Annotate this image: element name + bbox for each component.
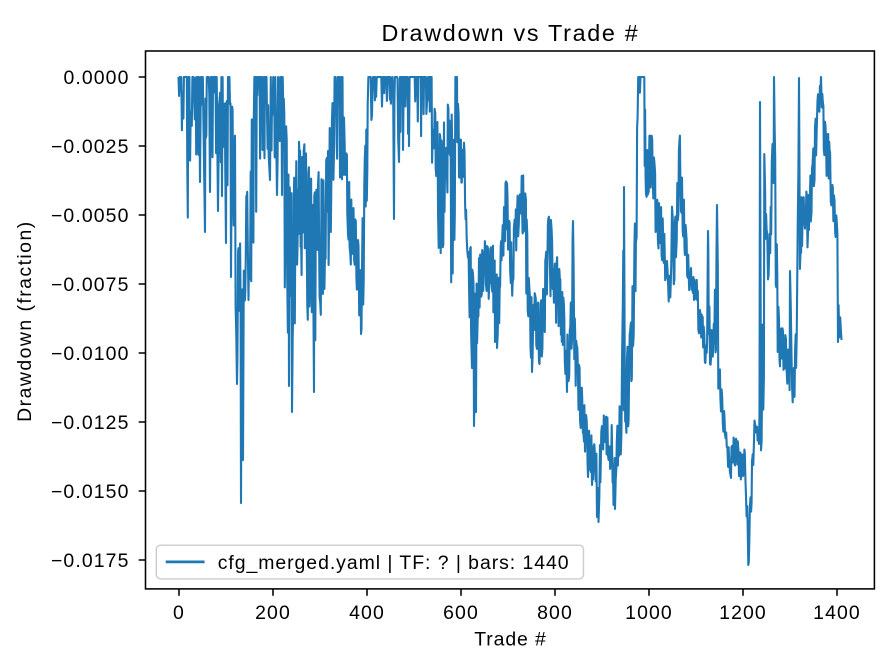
svg-text:400: 400 (349, 602, 385, 624)
svg-text:−0.0050: −0.0050 (51, 205, 130, 227)
svg-text:−0.0075: −0.0075 (51, 274, 130, 296)
svg-text:200: 200 (255, 602, 291, 624)
svg-text:1400: 1400 (813, 602, 861, 624)
svg-text:Trade #: Trade # (474, 628, 547, 650)
svg-text:800: 800 (537, 602, 573, 624)
svg-text:−0.0100: −0.0100 (51, 343, 130, 365)
svg-text:cfg_merged.yaml | TF: ? | bars: cfg_merged.yaml | TF: ? | bars: 1440 (218, 552, 570, 574)
svg-text:0.0000: 0.0000 (63, 67, 129, 89)
svg-text:Drawdown vs Trade #: Drawdown vs Trade # (382, 20, 640, 46)
svg-text:1000: 1000 (625, 602, 673, 624)
svg-text:−0.0175: −0.0175 (51, 550, 130, 572)
svg-text:0: 0 (173, 602, 185, 624)
svg-text:−0.0125: −0.0125 (51, 412, 130, 434)
svg-text:−0.0150: −0.0150 (51, 481, 130, 503)
svg-text:Drawdown (fraction): Drawdown (fraction) (14, 220, 36, 421)
svg-text:−0.0025: −0.0025 (51, 136, 130, 158)
svg-text:600: 600 (443, 602, 479, 624)
svg-text:1200: 1200 (719, 602, 767, 624)
